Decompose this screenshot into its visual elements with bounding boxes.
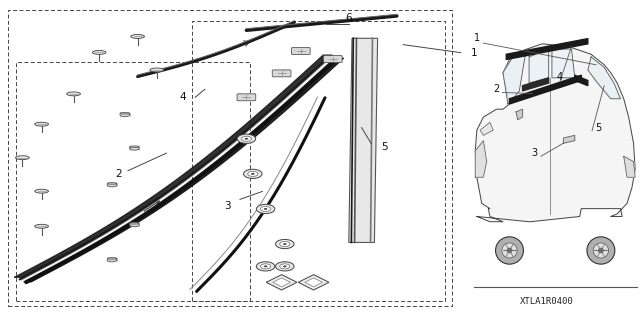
Ellipse shape bbox=[502, 243, 517, 258]
Text: 5: 5 bbox=[381, 142, 387, 152]
Circle shape bbox=[248, 171, 258, 176]
Ellipse shape bbox=[107, 183, 117, 187]
Ellipse shape bbox=[129, 146, 140, 150]
FancyBboxPatch shape bbox=[323, 56, 342, 63]
Polygon shape bbox=[273, 278, 291, 287]
Polygon shape bbox=[476, 141, 486, 177]
Ellipse shape bbox=[129, 146, 140, 147]
Ellipse shape bbox=[35, 189, 49, 193]
Polygon shape bbox=[349, 38, 378, 242]
Ellipse shape bbox=[129, 222, 140, 224]
Bar bbox=[8, 10, 452, 306]
FancyBboxPatch shape bbox=[272, 70, 291, 77]
Ellipse shape bbox=[150, 68, 164, 72]
Polygon shape bbox=[480, 122, 493, 135]
Polygon shape bbox=[506, 39, 588, 60]
Circle shape bbox=[283, 265, 287, 267]
Polygon shape bbox=[298, 275, 329, 290]
Polygon shape bbox=[552, 49, 575, 78]
Circle shape bbox=[264, 208, 268, 210]
Ellipse shape bbox=[15, 156, 29, 160]
Circle shape bbox=[257, 204, 275, 213]
Circle shape bbox=[276, 262, 294, 271]
Circle shape bbox=[276, 240, 294, 249]
Ellipse shape bbox=[107, 182, 117, 184]
Polygon shape bbox=[509, 75, 581, 104]
Ellipse shape bbox=[35, 224, 49, 228]
Bar bbox=[192, 21, 445, 301]
Ellipse shape bbox=[120, 112, 130, 114]
Circle shape bbox=[264, 265, 268, 267]
Circle shape bbox=[283, 243, 287, 245]
Text: 1: 1 bbox=[474, 33, 480, 43]
Ellipse shape bbox=[587, 237, 615, 264]
Polygon shape bbox=[588, 57, 621, 99]
Polygon shape bbox=[516, 109, 522, 120]
Polygon shape bbox=[624, 156, 635, 177]
Ellipse shape bbox=[598, 248, 604, 253]
Polygon shape bbox=[476, 44, 635, 222]
Polygon shape bbox=[575, 75, 588, 86]
Text: 1: 1 bbox=[470, 48, 477, 58]
Circle shape bbox=[260, 264, 271, 269]
Ellipse shape bbox=[107, 257, 117, 259]
Circle shape bbox=[260, 206, 271, 211]
Ellipse shape bbox=[593, 243, 609, 258]
Ellipse shape bbox=[67, 92, 81, 96]
Circle shape bbox=[237, 134, 255, 143]
Circle shape bbox=[280, 241, 290, 247]
Ellipse shape bbox=[107, 258, 117, 262]
Circle shape bbox=[251, 173, 255, 175]
Text: 4: 4 bbox=[179, 92, 186, 102]
Ellipse shape bbox=[131, 34, 145, 38]
Text: 3: 3 bbox=[224, 201, 230, 211]
Bar bbox=[16, 62, 250, 301]
Circle shape bbox=[257, 262, 275, 271]
Polygon shape bbox=[305, 278, 323, 287]
Circle shape bbox=[280, 264, 290, 269]
Text: 2: 2 bbox=[115, 169, 122, 179]
Ellipse shape bbox=[507, 248, 512, 253]
Polygon shape bbox=[522, 78, 548, 91]
Text: 6: 6 bbox=[346, 12, 352, 23]
FancyBboxPatch shape bbox=[237, 94, 256, 101]
Text: 4: 4 bbox=[557, 71, 563, 82]
Ellipse shape bbox=[495, 237, 524, 264]
Ellipse shape bbox=[120, 113, 130, 117]
Polygon shape bbox=[266, 275, 297, 290]
Polygon shape bbox=[503, 52, 526, 104]
Circle shape bbox=[244, 169, 262, 178]
Ellipse shape bbox=[92, 50, 106, 54]
Polygon shape bbox=[529, 49, 548, 83]
Text: 5: 5 bbox=[595, 122, 602, 133]
Text: 3: 3 bbox=[531, 148, 538, 158]
FancyBboxPatch shape bbox=[291, 48, 310, 55]
Text: XTLA1R0400: XTLA1R0400 bbox=[520, 297, 574, 306]
Ellipse shape bbox=[35, 122, 49, 126]
Polygon shape bbox=[563, 135, 575, 143]
Circle shape bbox=[244, 138, 248, 140]
Ellipse shape bbox=[129, 223, 140, 227]
Text: 2: 2 bbox=[493, 84, 499, 94]
Circle shape bbox=[241, 136, 252, 141]
